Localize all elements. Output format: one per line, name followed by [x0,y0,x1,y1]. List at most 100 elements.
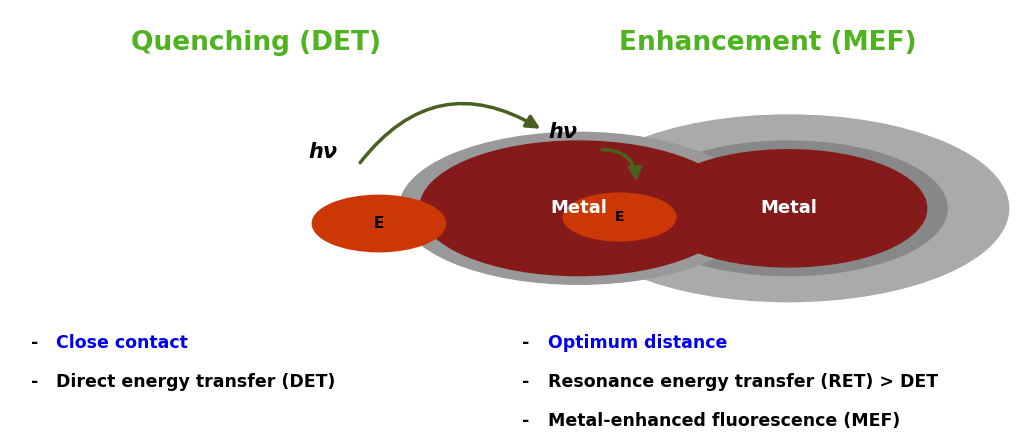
Circle shape [680,162,895,253]
Circle shape [602,208,639,224]
Circle shape [711,175,862,240]
Circle shape [717,178,855,236]
Text: -: - [522,412,529,430]
Circle shape [671,158,905,258]
Circle shape [462,159,692,256]
Circle shape [501,175,651,239]
Circle shape [520,183,631,230]
Circle shape [369,218,391,227]
Circle shape [617,214,625,218]
Circle shape [399,132,758,284]
Circle shape [613,213,628,220]
Circle shape [346,209,413,237]
Circle shape [435,148,721,269]
Text: hν: hν [308,142,337,162]
Circle shape [650,150,927,267]
Circle shape [516,181,635,232]
Circle shape [558,199,590,212]
Circle shape [567,195,672,239]
Circle shape [587,202,654,231]
Circle shape [477,165,676,249]
Circle shape [420,141,737,276]
Circle shape [577,198,663,235]
Text: -: - [31,334,38,352]
Circle shape [600,208,641,225]
Circle shape [607,211,634,222]
Circle shape [493,171,659,242]
Circle shape [536,189,614,223]
Circle shape [605,210,636,223]
Circle shape [540,191,610,221]
Circle shape [543,192,606,219]
Circle shape [583,201,657,233]
Circle shape [555,197,594,214]
Circle shape [754,193,816,220]
Circle shape [340,206,420,240]
Circle shape [721,179,852,235]
Circle shape [481,167,672,247]
Circle shape [590,204,650,229]
Circle shape [694,168,881,247]
Circle shape [771,200,799,212]
Circle shape [329,202,430,245]
Circle shape [355,213,404,233]
Circle shape [748,190,823,223]
Text: Metal: Metal [550,199,607,217]
Circle shape [569,195,671,238]
Circle shape [777,203,792,209]
Circle shape [322,199,437,248]
Circle shape [764,197,806,215]
Circle shape [439,149,717,267]
Text: E: E [374,216,384,231]
Circle shape [687,165,888,250]
Circle shape [523,184,627,228]
Circle shape [489,170,664,244]
Circle shape [531,187,618,225]
Circle shape [774,201,795,210]
Circle shape [314,196,443,251]
Circle shape [581,200,659,233]
Circle shape [585,201,655,232]
Circle shape [618,215,623,217]
Circle shape [592,205,648,229]
Circle shape [768,199,802,214]
Circle shape [527,186,623,227]
Circle shape [731,183,842,230]
Circle shape [459,157,696,258]
Circle shape [333,204,426,243]
Circle shape [572,197,667,237]
Circle shape [574,198,665,236]
Text: hν: hν [549,122,578,142]
Circle shape [357,214,402,232]
Circle shape [378,222,383,224]
Circle shape [674,160,902,256]
Circle shape [714,176,859,238]
Text: Resonance energy transfer (RET) > DET: Resonance energy transfer (RET) > DET [548,373,938,391]
Circle shape [446,152,709,263]
Circle shape [344,208,415,238]
Circle shape [667,157,909,259]
Circle shape [727,182,845,232]
Circle shape [360,214,400,231]
Circle shape [362,215,397,230]
Circle shape [342,207,418,239]
Circle shape [724,181,849,233]
Text: Enhancement (MEF): Enhancement (MEF) [620,30,916,56]
Text: E: E [614,210,625,224]
Circle shape [565,194,674,240]
Circle shape [740,187,830,226]
Circle shape [551,196,598,216]
Circle shape [630,141,947,276]
Circle shape [653,151,924,265]
Circle shape [428,144,729,272]
Circle shape [615,214,627,219]
Circle shape [568,115,1009,302]
Text: -: - [522,373,529,391]
Text: Close contact: Close contact [56,334,188,352]
Circle shape [331,203,428,244]
Circle shape [374,220,387,225]
Circle shape [657,152,920,264]
Circle shape [424,143,733,274]
Text: -: - [522,334,529,352]
Circle shape [367,217,393,228]
